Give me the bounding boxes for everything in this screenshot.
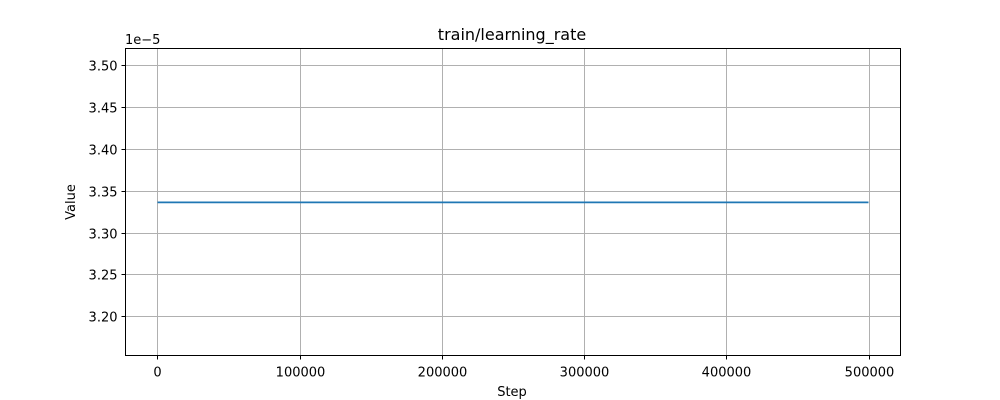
- y-tick-label: 3.30: [89, 228, 118, 243]
- y-tick-label: 3.50: [89, 60, 118, 75]
- x-tick-label: 0: [153, 366, 161, 381]
- x-axis-label: Step: [497, 385, 527, 400]
- x-tick-label: 100000: [276, 366, 326, 381]
- y-tick-label: 3.40: [89, 144, 118, 159]
- chart-title: train/learning_rate: [438, 25, 586, 45]
- y-tick-label: 3.25: [89, 269, 118, 284]
- y-tick-label: 3.35: [89, 186, 118, 201]
- plot-frame: [125, 48, 901, 356]
- x-tick-label: 300000: [560, 366, 610, 381]
- x-axis: 0 100000 200000 300000 400000 500000: [153, 355, 895, 381]
- y-offset-label: 1e−5: [125, 33, 160, 48]
- x-tick-label: 500000: [845, 366, 895, 381]
- x-tick-label: 400000: [702, 366, 752, 381]
- grid: [125, 48, 901, 356]
- x-tick-label: 200000: [418, 366, 468, 381]
- y-tick-label: 3.20: [89, 311, 118, 326]
- y-tick-label: 3.45: [89, 102, 118, 117]
- y-axis: 3.20 3.25 3.30 3.35 3.40 3.45 3.50: [89, 60, 126, 326]
- y-axis-label: Value: [64, 184, 79, 220]
